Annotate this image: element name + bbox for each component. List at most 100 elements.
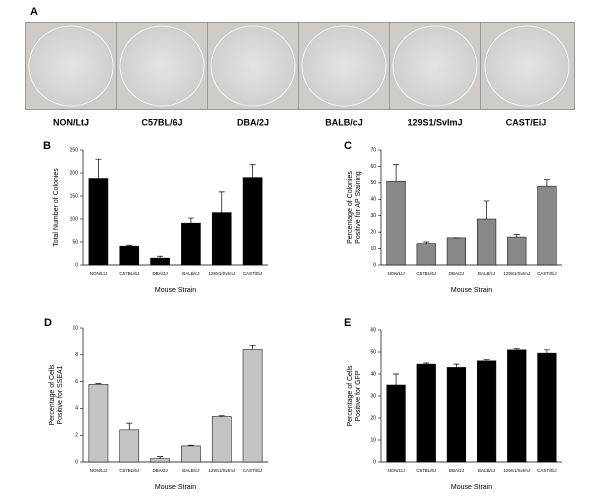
- error-bar: [543, 349, 550, 354]
- bar: [242, 349, 263, 463]
- x-tick-label: NON/LtJ: [90, 271, 107, 276]
- y-tick-label: 2: [75, 433, 78, 439]
- bar: [211, 416, 232, 463]
- bar: [416, 243, 436, 266]
- panel-label: C: [344, 140, 352, 152]
- bar: [386, 384, 406, 463]
- error-bar: [126, 244, 133, 247]
- y-tick-label: 10: [72, 325, 78, 331]
- y-tick-label: 0: [373, 459, 376, 465]
- error-bar: [218, 415, 225, 417]
- dish: [28, 25, 114, 107]
- strain-label: BALB/cJ: [325, 117, 363, 127]
- y-tick-label: 4: [75, 406, 78, 412]
- bar: [507, 349, 527, 463]
- x-tick-label: 129S1/SvImJ: [208, 271, 235, 276]
- y-axis-label: Percentage of Colonies: [347, 171, 354, 244]
- error-bar: [126, 422, 133, 430]
- x-tick-label: C57BL/6J: [119, 271, 139, 276]
- panel-label: A: [30, 6, 38, 18]
- error-bar: [513, 348, 520, 350]
- bar: [88, 384, 109, 463]
- strain-label: CAST/EiJ: [506, 117, 547, 127]
- error-bar: [157, 255, 164, 259]
- bar: [150, 458, 170, 463]
- y-tick-label: 10: [370, 437, 376, 443]
- y-axis-label: Percentage of Cells: [347, 365, 354, 427]
- y-tick-label: 20: [370, 229, 376, 235]
- dish: [210, 25, 296, 107]
- x-tick-label: NON/LtJ: [387, 271, 404, 276]
- strain-label: NON/LtJ: [53, 117, 89, 127]
- error-bar: [249, 164, 256, 178]
- y-tick-label: 60: [370, 327, 376, 333]
- x-tick-label: 129S1/SvImJ: [503, 468, 530, 473]
- error-bar: [249, 345, 256, 350]
- error-bar: [157, 456, 164, 459]
- dish: [119, 25, 205, 107]
- strain-label: C57BL/6J: [141, 117, 182, 127]
- error-bar: [95, 383, 102, 385]
- y-tick-label: 200: [70, 170, 79, 176]
- bar: [119, 429, 140, 463]
- x-tick-label: BALB/cJ: [182, 271, 199, 276]
- y-tick-label: 250: [70, 147, 79, 153]
- x-tick-label: 129S1/SvImJ: [208, 468, 235, 473]
- error-bar: [543, 179, 550, 187]
- y-tick-label: 6: [75, 379, 78, 385]
- x-tick-label: CAST/EiJ: [537, 468, 557, 473]
- y-tick-label: 60: [370, 164, 376, 170]
- bar: [211, 212, 232, 266]
- y-tick-label: 50: [370, 349, 376, 355]
- strain-label: DBA/2J: [237, 117, 269, 127]
- y-tick-label: 50: [72, 239, 78, 245]
- error-bar: [423, 241, 430, 244]
- x-tick-label: BALB/cJ: [182, 468, 199, 473]
- bar: [476, 360, 497, 463]
- bar: [242, 177, 263, 266]
- y-tick-label: 70: [370, 147, 376, 153]
- error-bar: [95, 158, 102, 179]
- panel-label: D: [44, 317, 52, 329]
- y-tick-label: 10: [370, 246, 376, 252]
- y-tick-label: 30: [370, 213, 376, 219]
- y-axis-label: Positive for GFP: [355, 370, 362, 421]
- x-axis-label: Mouse Strain: [155, 484, 196, 491]
- bar: [386, 180, 406, 266]
- error-bar: [483, 200, 490, 219]
- y-axis-label: Total Number of Colonies: [53, 168, 60, 247]
- error-bar: [513, 234, 520, 238]
- x-tick-label: NON/LtJ: [387, 468, 404, 473]
- y-axis-label: Positive for SSEA1: [57, 365, 64, 424]
- x-tick-label: CAST/EiJ: [243, 468, 263, 473]
- x-tick-label: C57BL/6J: [416, 468, 436, 473]
- bar: [446, 237, 467, 266]
- dish: [301, 25, 387, 107]
- error-bar: [187, 217, 194, 224]
- y-tick-label: 40: [370, 371, 376, 377]
- error-bar: [453, 363, 460, 368]
- bar: [537, 352, 557, 463]
- bar: [537, 185, 557, 266]
- y-tick-label: 30: [370, 393, 376, 399]
- y-tick-label: 0: [75, 262, 78, 268]
- x-tick-label: CAST/EiJ: [537, 271, 557, 276]
- x-tick-label: DBA/2J: [152, 468, 167, 473]
- error-bar: [218, 191, 225, 213]
- bar: [88, 178, 109, 266]
- y-axis-label: Positive for AP Staining: [355, 171, 362, 244]
- x-axis-label: Mouse Strain: [155, 287, 196, 294]
- bar: [119, 245, 140, 266]
- y-tick-label: 100: [70, 216, 79, 222]
- dishes: [26, 23, 574, 109]
- x-tick-label: 129S1/SvImJ: [503, 271, 530, 276]
- error-bar: [187, 444, 194, 446]
- y-tick-label: 0: [373, 262, 376, 268]
- y-tick-label: 50: [370, 180, 376, 186]
- x-tick-label: CAST/EiJ: [243, 271, 263, 276]
- bar: [507, 236, 527, 266]
- x-tick-label: C57BL/6J: [416, 271, 436, 276]
- panel-label: E: [344, 317, 351, 329]
- dish: [392, 25, 478, 107]
- x-axis-label: Mouse Strain: [451, 287, 492, 294]
